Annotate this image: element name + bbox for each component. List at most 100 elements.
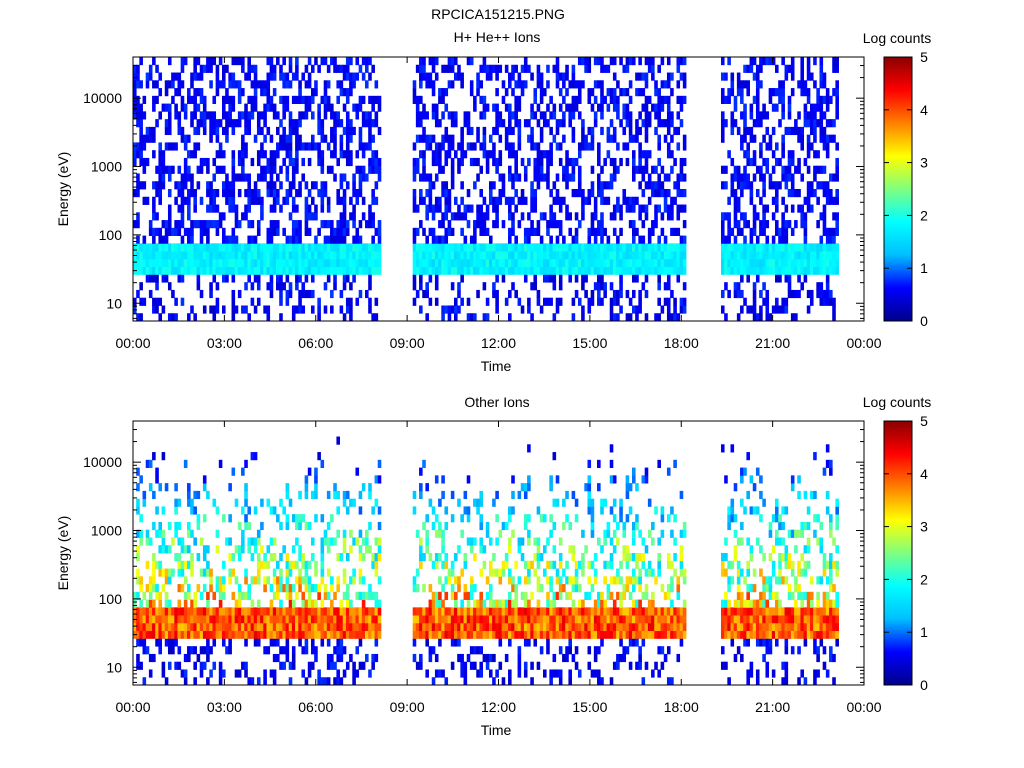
spectrogram-cell <box>549 669 553 678</box>
spectrogram-cell <box>555 297 560 306</box>
spectrogram-cell <box>781 196 785 205</box>
spectrogram-cell <box>819 103 824 112</box>
spectrogram-cell <box>202 220 207 229</box>
spectrogram-cell <box>488 196 493 205</box>
spectrogram-cell <box>549 111 553 120</box>
spectrogram-cell <box>746 305 750 314</box>
spectrogram-cell <box>485 64 490 73</box>
spectrogram-cell <box>492 630 496 639</box>
spectrogram-cell <box>326 677 331 686</box>
spectrogram-cell <box>422 607 426 616</box>
spectrogram-cell <box>457 545 461 554</box>
spectrogram-cell <box>221 72 226 81</box>
spectrogram-cell <box>495 157 499 167</box>
spectrogram-cell <box>349 545 353 554</box>
spectrogram-cell <box>517 545 522 554</box>
spectrogram-cell <box>784 266 789 275</box>
spectrogram-cell <box>565 490 569 500</box>
spectrogram-cell <box>241 258 245 268</box>
spectrogram-cell <box>498 599 503 608</box>
spectrogram-cell <box>247 181 251 190</box>
spectrogram-cell <box>806 88 811 97</box>
spectrogram-cell <box>412 251 417 260</box>
spectrogram-cell <box>806 119 811 128</box>
spectrogram-cell <box>269 622 274 632</box>
spectrogram-cell <box>155 615 159 624</box>
spectrogram-cell <box>460 126 464 136</box>
spectrogram-cell <box>762 227 766 236</box>
spectrogram-cell <box>514 560 518 569</box>
spectrogram-cell <box>800 134 805 143</box>
spectrogram-cell <box>800 251 805 260</box>
spectrogram-cell <box>488 243 493 252</box>
spectrogram-cell <box>310 111 315 120</box>
spectrogram-cell <box>145 258 150 268</box>
spectrogram-cell <box>504 599 509 608</box>
spectrogram-cell <box>743 251 747 260</box>
spectrogram-cell <box>609 57 614 66</box>
spectrogram-cell <box>530 181 534 190</box>
spectrogram-cell <box>183 227 188 236</box>
spectrogram-cell <box>720 220 725 229</box>
spectrogram-cell <box>352 498 356 507</box>
spectrogram-cell <box>488 584 493 593</box>
spectrogram-cell <box>304 227 309 236</box>
spectrogram-cell <box>568 80 572 89</box>
spectrogram-cell <box>314 646 318 655</box>
spectrogram-cell <box>663 204 668 213</box>
spectrogram-cell <box>527 576 531 585</box>
spectrogram-cell <box>317 622 321 632</box>
spectrogram-cell <box>670 313 674 322</box>
spectrogram-cell <box>558 220 563 229</box>
spectrogram-cell <box>190 251 194 260</box>
spectrogram-cell <box>431 212 436 221</box>
spectrogram-cell <box>320 622 325 632</box>
spectrogram-cell <box>657 243 661 252</box>
spectrogram-cell <box>183 243 188 252</box>
spectrogram-cell <box>606 64 611 73</box>
spectrogram-cell <box>749 305 754 314</box>
spectrogram-cell <box>740 80 744 89</box>
spectrogram-cell <box>469 57 474 66</box>
spectrogram-cell <box>628 313 633 322</box>
spectrogram-cell <box>361 142 366 151</box>
spectrogram-cell <box>148 653 153 663</box>
spectrogram-cell <box>577 584 582 593</box>
spectrogram-cell <box>167 638 172 647</box>
spectrogram-cell <box>310 537 315 546</box>
spectrogram-cell <box>733 173 738 182</box>
spectrogram-cell <box>148 251 153 260</box>
spectrogram-cell <box>536 545 541 554</box>
spectrogram-cell <box>574 560 579 569</box>
spectrogram-cell <box>768 266 773 275</box>
spectrogram-cell <box>479 568 484 577</box>
spectrogram-cell <box>256 157 261 167</box>
spectrogram-cell <box>647 57 652 66</box>
spectrogram-cell <box>441 313 445 322</box>
spectrogram-cell <box>158 615 163 624</box>
spectrogram-cell <box>523 615 528 624</box>
spectrogram-cell <box>333 134 337 143</box>
spectrogram-cell <box>152 150 156 159</box>
spectrogram-cell <box>190 189 194 198</box>
spectrogram-cell <box>657 88 661 97</box>
spectrogram-cell <box>148 72 153 81</box>
spectrogram-cell <box>342 498 347 507</box>
spectrogram-cell <box>190 266 194 275</box>
spectrogram-cell <box>546 243 550 252</box>
spectrogram-cell <box>180 196 185 205</box>
spectrogram-cell <box>631 220 636 229</box>
spectrogram-cell <box>244 103 248 112</box>
spectrogram-cell <box>463 669 468 678</box>
spectrogram-cell <box>136 661 140 670</box>
spectrogram-cell <box>660 212 665 221</box>
spectrogram-cell <box>523 661 528 670</box>
spectrogram-cell <box>304 251 309 260</box>
spectrogram-cell <box>670 134 674 143</box>
spectrogram-cell <box>256 638 261 647</box>
spectrogram-cell <box>511 64 515 73</box>
spectrogram-cell <box>590 227 595 236</box>
spectrogram-cell <box>269 669 274 678</box>
spectrogram-cell <box>733 251 738 260</box>
spectrogram-cell <box>374 165 379 174</box>
